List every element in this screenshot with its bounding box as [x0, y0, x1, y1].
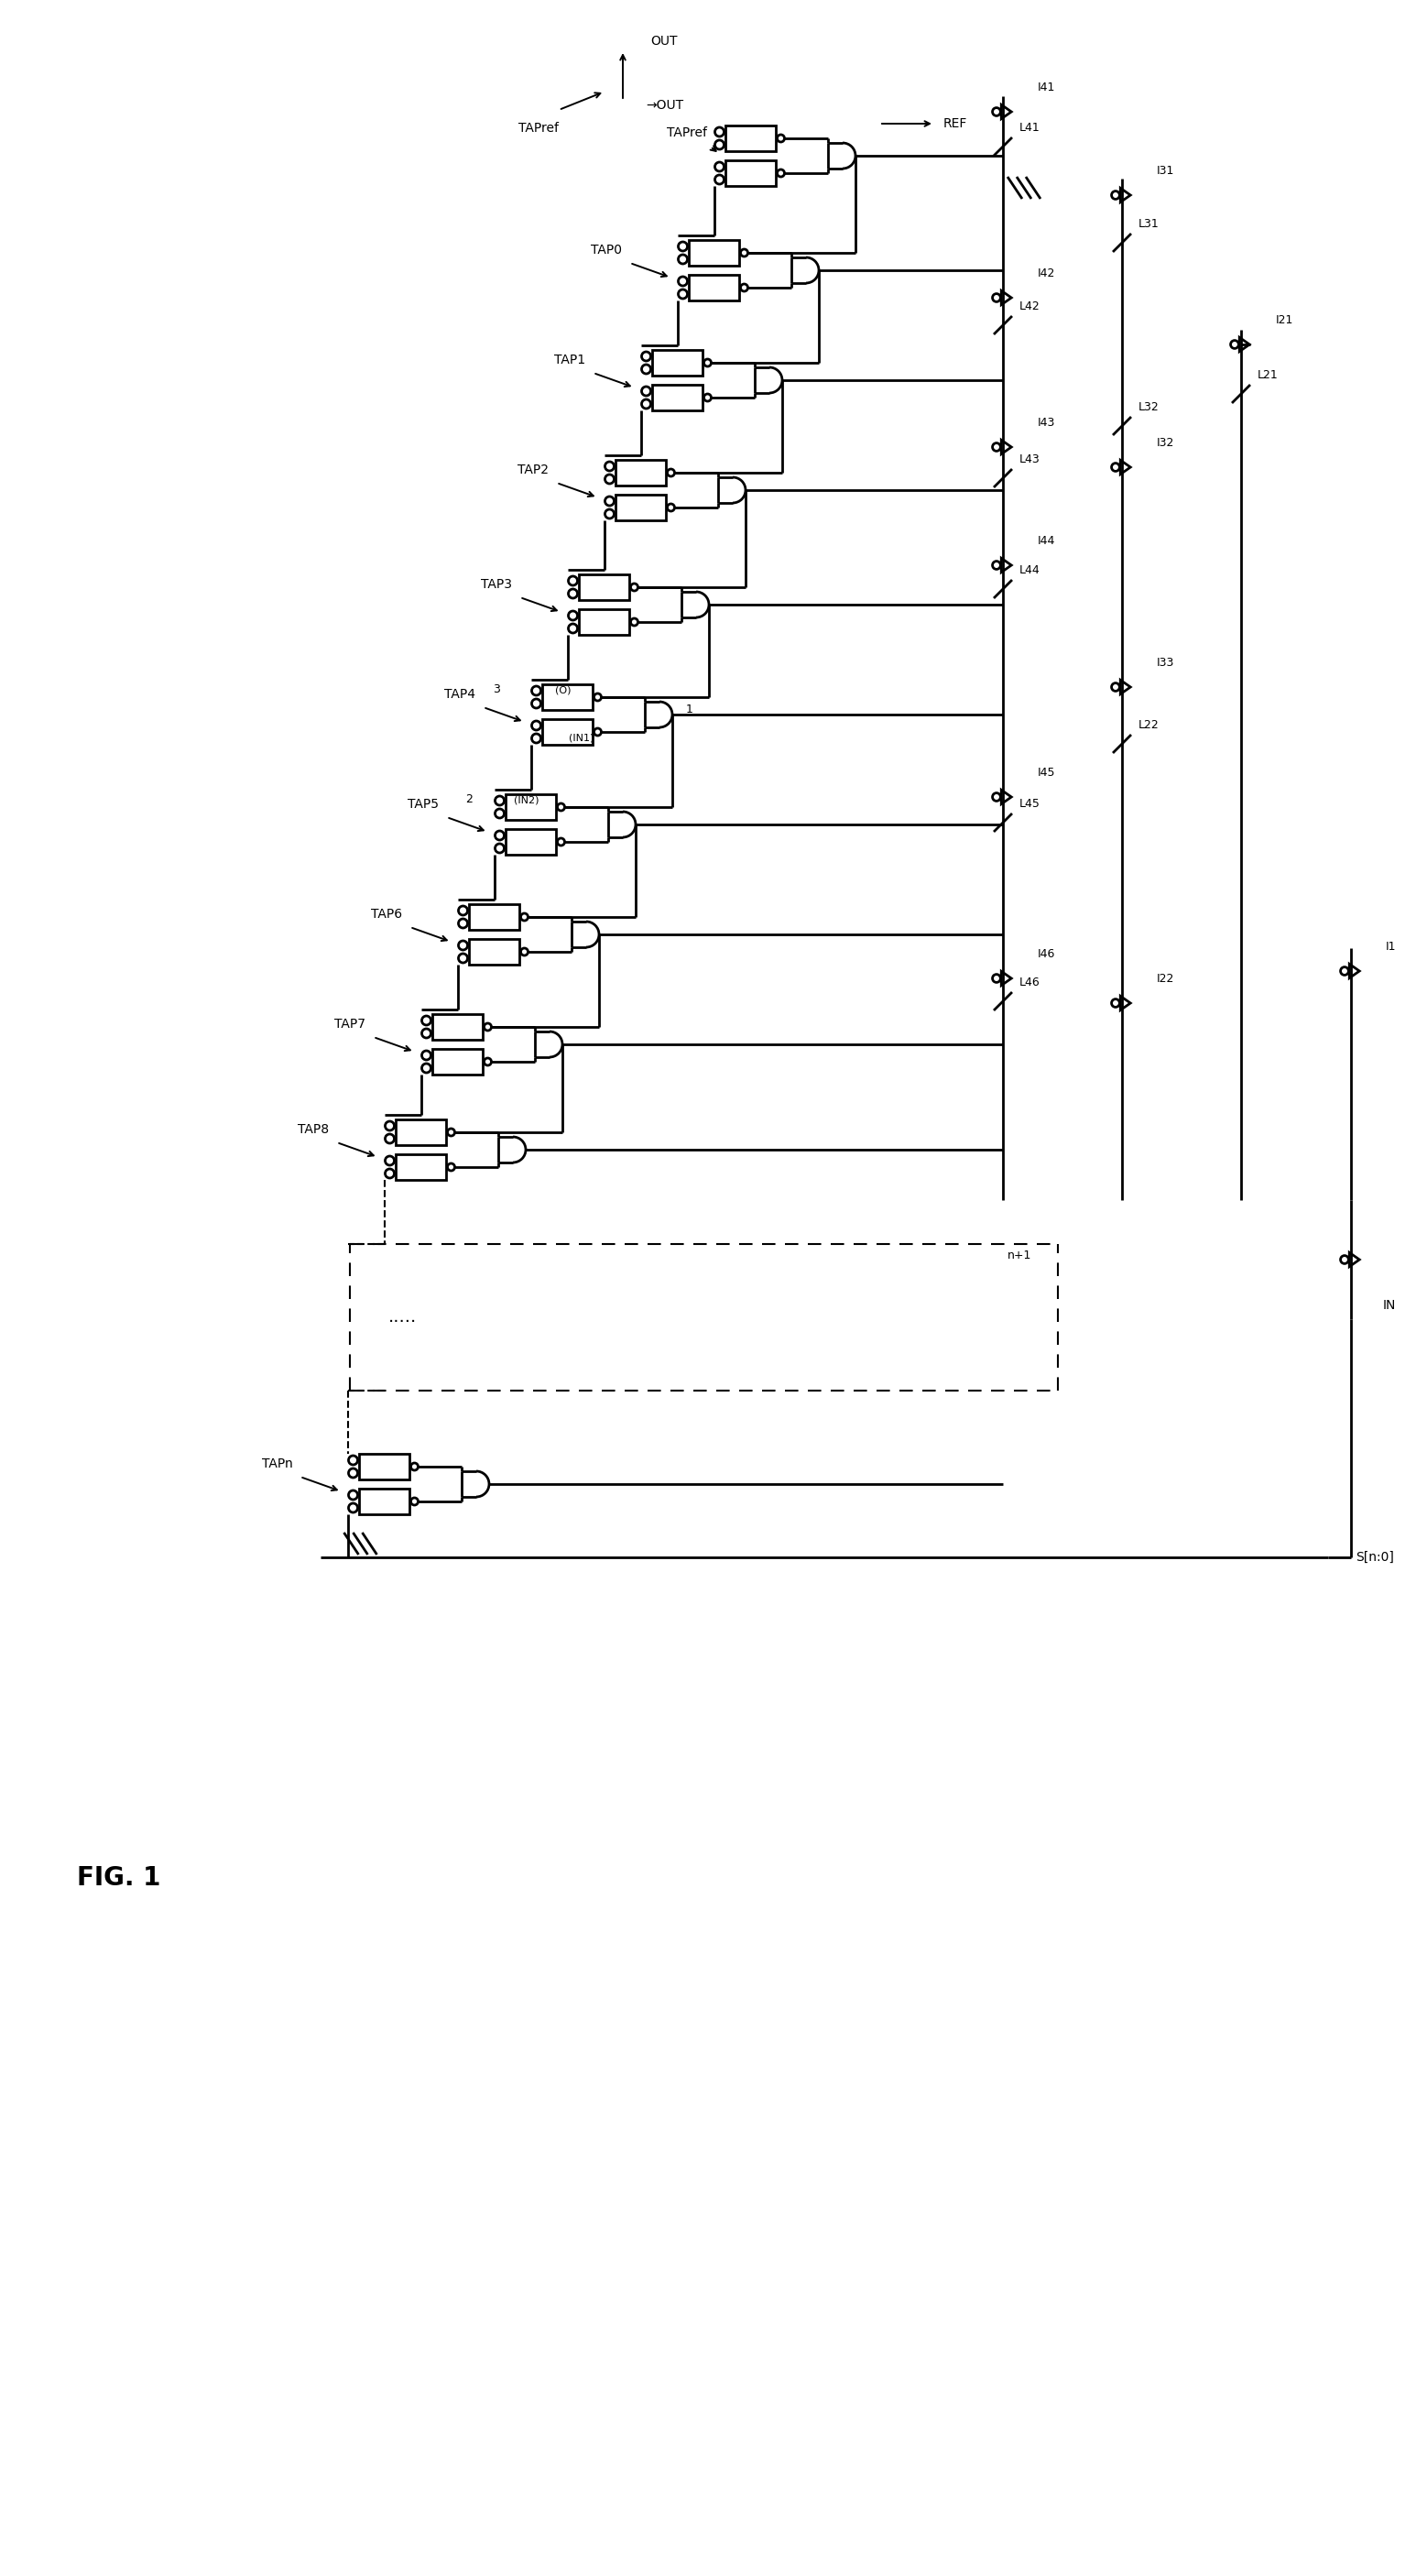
Text: (IN2): (IN2)	[514, 796, 539, 806]
Text: 1: 1	[686, 703, 694, 716]
Text: TAP8: TAP8	[298, 1123, 330, 1136]
Text: →OUT: →OUT	[645, 98, 684, 111]
Bar	[652, 384, 704, 410]
Text: 2: 2	[465, 793, 472, 804]
Text: L22: L22	[1139, 719, 1159, 732]
Text: L45: L45	[1019, 799, 1040, 809]
Text: (O): (O)	[555, 685, 571, 696]
Text: TAP5: TAP5	[408, 799, 440, 811]
Bar	[397, 1154, 447, 1180]
Text: L46: L46	[1019, 976, 1040, 989]
Bar	[360, 1453, 410, 1479]
Text: I45: I45	[1037, 768, 1056, 778]
Bar	[432, 1048, 484, 1074]
Text: L43: L43	[1019, 453, 1040, 466]
Bar	[726, 160, 776, 185]
Text: I21: I21	[1276, 314, 1294, 327]
Text: .....: .....	[388, 1309, 417, 1327]
Bar	[726, 126, 776, 152]
Bar	[397, 1121, 447, 1146]
Text: L21: L21	[1257, 368, 1279, 381]
Text: TAPref: TAPref	[668, 126, 708, 139]
Text: 3: 3	[494, 683, 501, 696]
Text: I44: I44	[1037, 536, 1056, 546]
Bar	[616, 495, 666, 520]
Text: TAP2: TAP2	[518, 464, 549, 477]
Bar	[616, 461, 666, 484]
Text: I42: I42	[1037, 268, 1056, 278]
Text: n+1: n+1	[1007, 1249, 1032, 1262]
Bar	[579, 608, 629, 634]
Bar	[689, 240, 739, 265]
Text: I31: I31	[1157, 165, 1174, 178]
Text: L42: L42	[1019, 301, 1040, 312]
Bar	[542, 719, 594, 744]
Text: TAP0: TAP0	[591, 245, 622, 258]
Bar	[652, 350, 704, 376]
Text: (IN1): (IN1)	[569, 734, 594, 742]
Text: I33: I33	[1157, 657, 1174, 670]
Text: TAP7: TAP7	[335, 1018, 365, 1030]
Bar	[360, 1489, 410, 1515]
Text: S[n:0]: S[n:0]	[1356, 1551, 1394, 1564]
Text: I32: I32	[1157, 438, 1174, 448]
Bar	[507, 793, 557, 819]
Text: I1: I1	[1386, 940, 1396, 953]
Text: TAPref: TAPref	[518, 121, 559, 134]
Text: L41: L41	[1019, 121, 1040, 134]
Text: TAP1: TAP1	[555, 353, 586, 366]
Bar	[507, 829, 557, 855]
Text: TAP3: TAP3	[481, 577, 512, 590]
Text: TAP6: TAP6	[371, 907, 402, 920]
Text: OUT: OUT	[651, 36, 678, 46]
Bar	[579, 574, 629, 600]
Text: I43: I43	[1037, 417, 1056, 428]
Bar	[542, 685, 594, 711]
Text: I22: I22	[1157, 974, 1174, 984]
Text: I46: I46	[1037, 948, 1056, 961]
Text: TAP4: TAP4	[445, 688, 475, 701]
Text: L32: L32	[1139, 402, 1159, 412]
Text: REF: REF	[943, 118, 968, 129]
Text: FIG. 1: FIG. 1	[77, 1865, 161, 1891]
Bar	[689, 276, 739, 301]
Bar	[469, 904, 519, 930]
Text: I41: I41	[1037, 82, 1056, 93]
Text: TAPn: TAPn	[261, 1458, 293, 1471]
Text: L31: L31	[1139, 219, 1159, 229]
Bar	[469, 940, 519, 963]
Text: IN: IN	[1383, 1298, 1396, 1311]
Text: L44: L44	[1019, 564, 1040, 577]
Bar	[432, 1015, 484, 1041]
